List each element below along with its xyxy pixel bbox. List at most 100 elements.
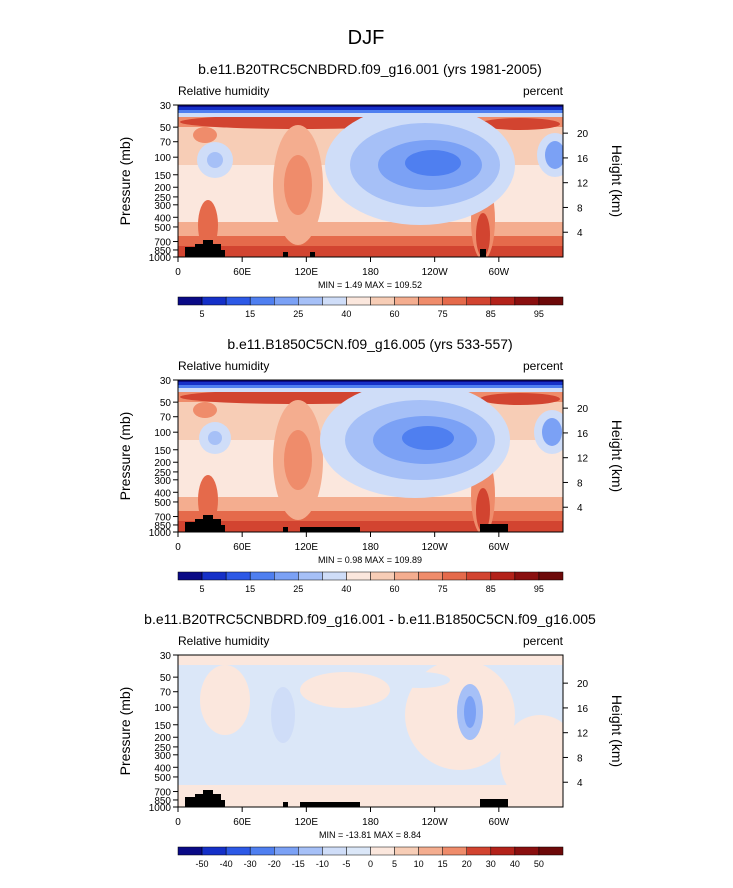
pressure-tick-label: 250	[154, 193, 171, 204]
lon-tick-label: 0	[175, 267, 181, 278]
pressure-tick-label: 100	[154, 703, 171, 714]
pressure-tick-label: 500	[154, 773, 171, 784]
pressure-tick-label: 700	[154, 788, 171, 799]
colorbar-swatch	[442, 846, 467, 856]
height-ticks: 20 16 12 8 4	[563, 679, 589, 789]
panel-3: b.e11.B20TRC5CNBDRD.f09_g16.001 - b.e11.…	[117, 611, 625, 869]
height-tick-label: 12	[577, 454, 589, 465]
colorbar-swatch	[442, 296, 467, 306]
lon-tick-label: 120E	[295, 542, 319, 553]
colorbar-label: 40	[510, 859, 520, 869]
colorbar-swatch	[225, 571, 251, 581]
colorbar-swatch	[298, 296, 323, 306]
contour-field	[178, 105, 563, 257]
pressure-tick-label: 700	[154, 513, 171, 524]
colorbar-swatch	[490, 296, 516, 306]
pressure-tick-label: 1000	[149, 803, 172, 814]
colorbar-swatch	[418, 571, 443, 581]
lon-tick-label: 120E	[295, 817, 319, 828]
height-tick-label: 12	[577, 179, 589, 190]
colorbar: 5 15 25 40 60 75 85 95	[177, 571, 564, 594]
height-tick-label: 20	[577, 129, 589, 140]
colorbar-swatch	[225, 846, 251, 856]
colorbar-swatch	[514, 571, 540, 581]
colorbar-swatch	[346, 571, 371, 581]
colorbar-swatch	[370, 571, 395, 581]
colorbar-swatch	[538, 846, 564, 856]
pressure-tick-label: 50	[160, 398, 172, 409]
pressure-tick-label: 1000	[149, 253, 172, 264]
colorbar-swatch	[322, 571, 347, 581]
lon-tick-label: 60E	[233, 542, 251, 553]
lon-tick-label: 0	[175, 542, 181, 553]
colorbar-label: 85	[486, 309, 496, 319]
colorbar-label: -50	[196, 859, 209, 869]
pressure-tick-label: 150	[154, 446, 171, 457]
colorbar-swatch	[466, 571, 492, 581]
lon-tick-label: 60W	[489, 542, 510, 553]
colorbar-label: 85	[486, 584, 496, 594]
height-tick-label: 4	[577, 228, 583, 239]
colorbar-swatch	[201, 846, 227, 856]
y2-axis-label: Height (km)	[609, 420, 625, 492]
colorbar-swatch	[394, 571, 419, 581]
panel-title: b.e11.B1850C5CN.f09_g16.005 (yrs 533-557…	[227, 336, 512, 352]
colorbar-swatch	[466, 296, 492, 306]
pressure-tick-label: 100	[154, 428, 171, 439]
colorbar-swatch	[298, 571, 323, 581]
pressure-tick-label: 70	[160, 688, 172, 699]
colorbar-label: 95	[534, 584, 544, 594]
pressure-tick-label: 50	[160, 123, 172, 134]
colorbar-swatch	[225, 296, 251, 306]
colorbar-label: -5	[342, 859, 350, 869]
pressure-tick-label: 850	[154, 246, 171, 257]
height-tick-label: 16	[577, 429, 589, 440]
colorbar-label: 95	[534, 309, 544, 319]
colorbar-swatch	[177, 296, 203, 306]
colorbar-label: 15	[245, 584, 255, 594]
colorbar-swatch	[274, 571, 299, 581]
colorbar-swatch	[538, 296, 564, 306]
pressure-tick-label: 400	[154, 763, 171, 774]
pressure-tick-label: 150	[154, 171, 171, 182]
colorbar-swatch	[201, 296, 227, 306]
height-tick-label: 20	[577, 404, 589, 415]
colorbar-swatch	[394, 846, 419, 856]
colorbar-label: 15	[438, 859, 448, 869]
height-ticks: 20 16 12 8 4	[563, 129, 589, 239]
contour-field	[178, 380, 563, 532]
pressure-tick-label: 70	[160, 413, 172, 424]
height-tick-label: 8	[577, 753, 583, 764]
pressure-tick-label: 300	[154, 476, 171, 487]
variable-label: Relative humidity	[178, 84, 269, 98]
colorbar-swatch	[538, 571, 564, 581]
colorbar-swatch	[298, 846, 323, 856]
colorbar-swatch	[274, 296, 299, 306]
colorbar-swatch	[201, 571, 227, 581]
lon-tick-label: 0	[175, 817, 181, 828]
lon-ticks: 0 60E 120E 180 120W 60W	[175, 257, 510, 278]
colorbar-label: 30	[486, 859, 496, 869]
pressure-tick-label: 1000	[149, 528, 172, 539]
min-max-label: MIN = 1.49 MAX = 109.52	[318, 280, 422, 290]
colorbar-label: 0	[368, 859, 373, 869]
colorbar-label: 25	[293, 584, 303, 594]
y2-axis-label: Height (km)	[609, 145, 625, 217]
lon-tick-label: 60W	[489, 817, 510, 828]
pressure-tick-label: 500	[154, 498, 171, 509]
colorbar-label: 75	[438, 309, 448, 319]
colorbar-label: 20	[462, 859, 472, 869]
pressure-tick-label: 50	[160, 673, 172, 684]
panel-1: b.e11.B20TRC5CNBDRD.f09_g16.001 (yrs 198…	[117, 61, 625, 319]
colorbar-label: 5	[200, 309, 205, 319]
panel-2: b.e11.B1850C5CN.f09_g16.005 (yrs 533-557…	[117, 336, 625, 594]
height-tick-label: 8	[577, 478, 583, 489]
colorbar-swatch	[514, 846, 540, 856]
pressure-tick-label: 30	[160, 376, 172, 387]
lon-tick-label: 60E	[233, 267, 251, 278]
pressure-tick-label: 200	[154, 733, 171, 744]
min-max-label: MIN = -13.81 MAX = 8.84	[319, 830, 421, 840]
